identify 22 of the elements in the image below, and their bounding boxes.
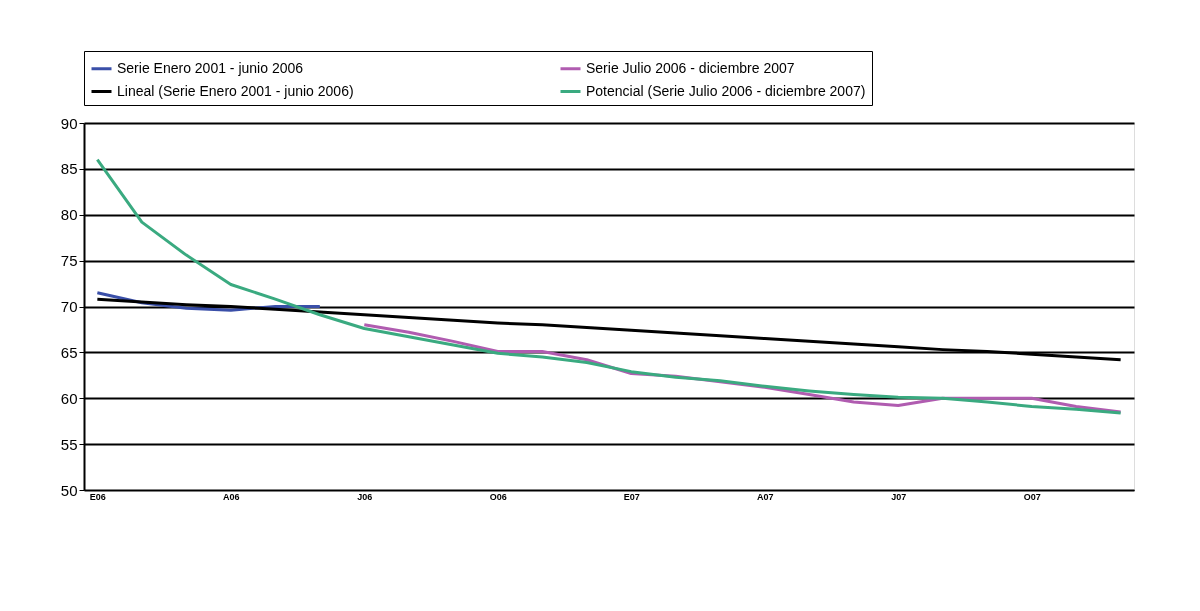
- y-tick-label: 55: [60, 435, 78, 453]
- y-tick-label: 65: [60, 343, 78, 361]
- legend-label: Potencial (Serie Julio 2006 - diciembre 2007): [586, 82, 866, 99]
- x-tick-label: O07: [1023, 491, 1041, 502]
- x-tick-label: O06: [489, 491, 507, 502]
- y-tick-label: 70: [60, 298, 78, 315]
- legend-label: Lineal (Serie Enero 2001 - junio 2006): [117, 82, 354, 99]
- y-tick-label: 60: [60, 389, 78, 407]
- x-tick-label: A06: [223, 491, 240, 502]
- y-tick-label: 90: [60, 114, 78, 132]
- x-tick-label: E06: [89, 491, 106, 502]
- y-tick-label: 75: [60, 252, 78, 270]
- legend-label: Serie Enero 2001 - junio 2006: [117, 59, 304, 76]
- y-tick-label: 85: [60, 160, 78, 178]
- y-tick-label: 80: [60, 206, 78, 224]
- y-tick-label: 50: [60, 481, 78, 499]
- x-tick-label: J07: [891, 491, 907, 502]
- line-series: [95, 158, 1123, 415]
- x-tick-label: J06: [357, 491, 373, 502]
- legend-label: Serie Julio 2006 - diciembre 2007: [586, 59, 795, 76]
- x-tick-label: A07: [756, 491, 774, 502]
- x-tick-label: E07: [623, 491, 640, 502]
